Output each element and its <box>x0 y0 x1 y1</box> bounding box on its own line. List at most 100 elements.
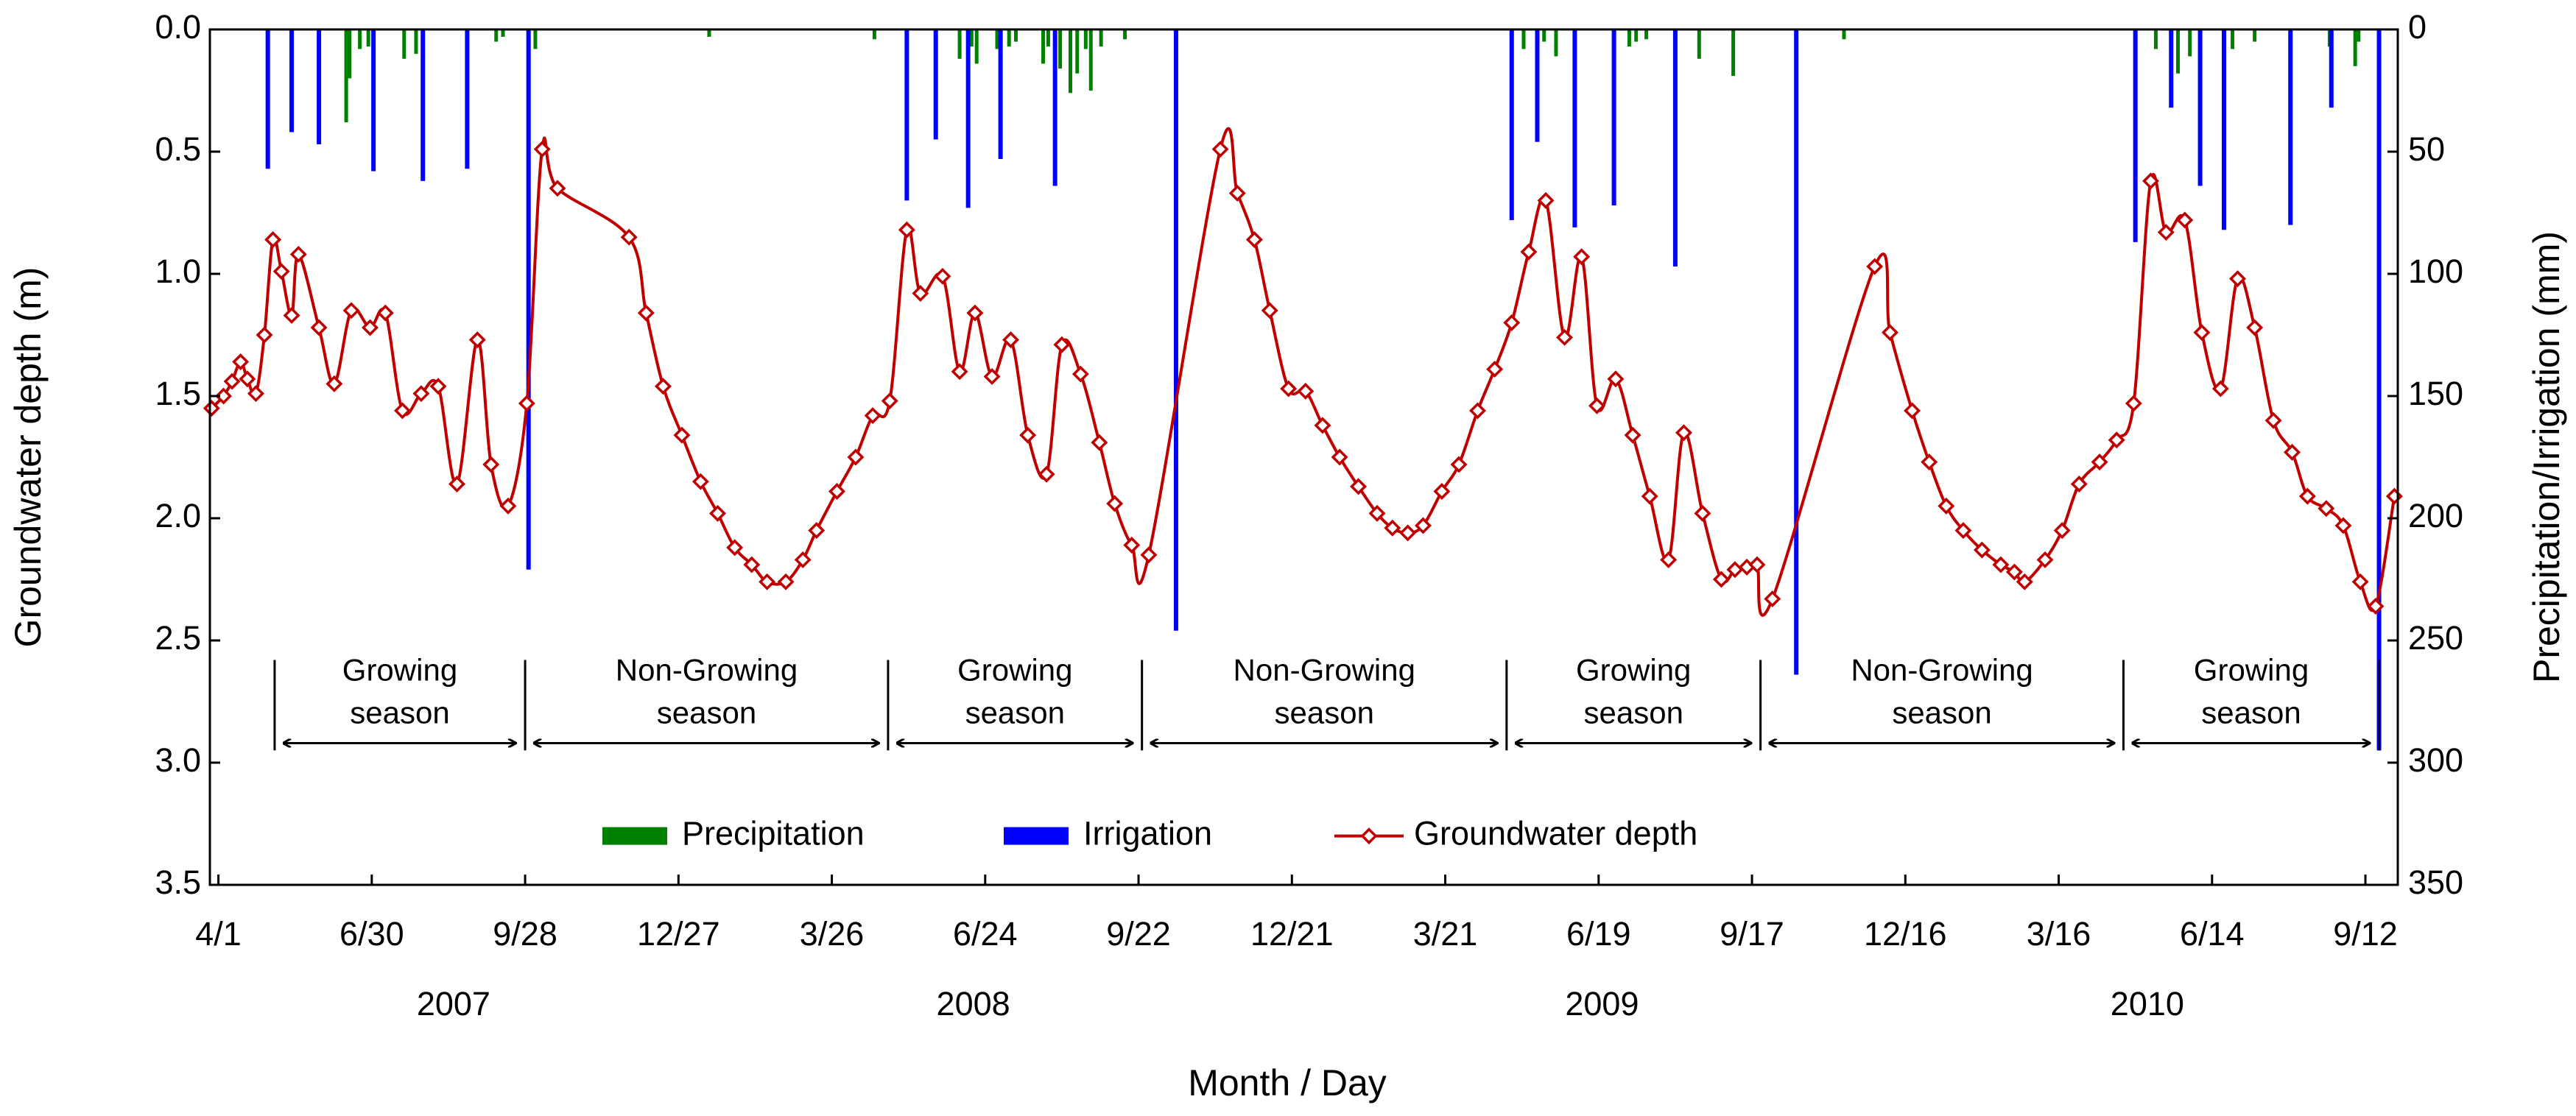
marker <box>2070 476 2088 492</box>
bar <box>2231 29 2235 49</box>
bar <box>1554 29 1558 57</box>
marker <box>247 385 264 403</box>
marker <box>1607 370 1625 388</box>
y2-tick-label: 250 <box>2408 619 2463 657</box>
bar <box>957 29 962 59</box>
marker <box>2334 517 2352 534</box>
marker <box>709 504 727 522</box>
x-axis-title: Month / Day <box>1188 1062 1387 1103</box>
marker <box>1091 434 1108 451</box>
bar <box>494 29 499 42</box>
bar <box>1075 29 1080 74</box>
bar <box>2169 29 2174 108</box>
marker <box>1694 504 1711 522</box>
marker <box>1384 519 1401 537</box>
x-tick-label: 6/14 <box>2180 915 2245 953</box>
marker <box>1556 328 1573 346</box>
marker <box>232 353 250 370</box>
marker <box>1954 522 1972 540</box>
marker <box>1904 402 1921 420</box>
marker <box>412 385 430 403</box>
marker <box>2005 563 2023 581</box>
marker <box>1053 336 1071 353</box>
bar <box>265 29 270 169</box>
bar <box>1052 29 1058 186</box>
bar <box>1634 29 1639 42</box>
bar <box>414 29 418 54</box>
bar <box>371 29 376 172</box>
x-tick-label: 12/16 <box>1864 915 1947 953</box>
marker <box>1624 426 1641 444</box>
marker <box>1228 184 1246 202</box>
marker <box>1641 487 1658 505</box>
bar <box>366 29 370 47</box>
marker <box>283 306 300 324</box>
bar <box>2221 29 2226 230</box>
x-tick-label: 6/24 <box>953 915 1018 953</box>
marker <box>691 473 709 490</box>
bar <box>420 29 426 181</box>
marker <box>499 497 517 515</box>
bar <box>1611 29 1616 206</box>
marker <box>376 304 394 322</box>
bar <box>974 29 979 64</box>
bar <box>998 29 1003 159</box>
y2-tick-label: 350 <box>2408 864 2463 901</box>
bar <box>1069 29 1073 93</box>
legend-label: Precipitation <box>682 814 865 852</box>
x-tick-label: 9/17 <box>1720 915 1784 953</box>
bar <box>1644 29 1649 40</box>
bar <box>1794 29 1799 675</box>
x-tick-label: 4/1 <box>195 915 242 953</box>
bar <box>348 29 352 79</box>
marker <box>1992 556 2010 573</box>
marker <box>1002 331 1019 349</box>
marker <box>215 387 232 405</box>
season-label: season <box>657 695 756 730</box>
marker <box>1660 551 1678 568</box>
marker <box>223 372 241 390</box>
bar <box>1099 29 1103 47</box>
marker <box>2385 487 2403 505</box>
marker <box>272 263 290 280</box>
marker <box>2108 431 2125 449</box>
marker <box>2211 380 2229 398</box>
marker <box>808 522 826 540</box>
marker <box>1140 546 1158 564</box>
marker <box>342 302 360 319</box>
bar <box>1572 29 1577 227</box>
marker <box>1071 365 1089 383</box>
marker <box>1399 524 1417 542</box>
y-tick-label: 1.5 <box>155 375 201 412</box>
season-label: Growing <box>1576 652 1691 687</box>
legend-swatch <box>602 827 667 845</box>
marker <box>2367 598 2385 615</box>
y2-tick-label: 300 <box>2408 741 2463 779</box>
marker <box>1588 397 1605 414</box>
year-label: 2008 <box>937 985 1010 1023</box>
bar <box>707 29 711 37</box>
bar <box>1521 29 1526 49</box>
marker <box>637 304 655 322</box>
marker <box>203 400 220 417</box>
season-label: season <box>1584 695 1683 730</box>
bar <box>1123 29 1127 40</box>
marker <box>2246 319 2264 336</box>
marker <box>482 456 500 473</box>
season-label: Non-Growing <box>1851 652 2033 687</box>
marker <box>2351 573 2369 590</box>
marker <box>518 395 535 412</box>
marker <box>2318 500 2335 518</box>
marker <box>1921 453 1938 471</box>
marker <box>1123 537 1141 554</box>
bar <box>1731 29 1736 77</box>
bar <box>1007 29 1011 47</box>
x-tick-label: 3/16 <box>2027 915 2091 953</box>
plot-frame <box>208 28 2399 886</box>
legend-marker <box>1360 827 1378 845</box>
marker <box>1973 541 1991 559</box>
bar <box>289 29 295 133</box>
marker <box>1211 141 1229 158</box>
marker <box>673 426 691 444</box>
bar <box>2188 29 2192 57</box>
